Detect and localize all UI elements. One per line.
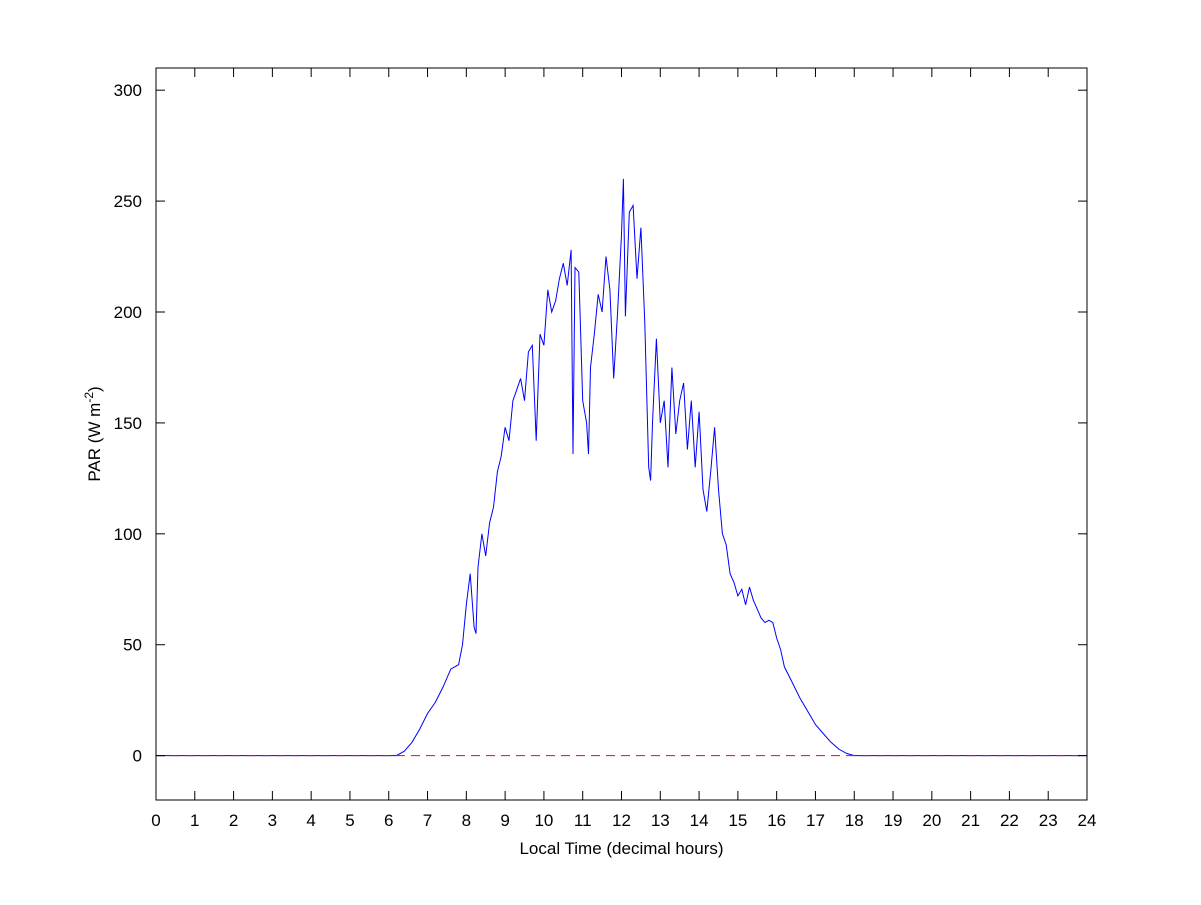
y-tick-label: 300	[114, 81, 142, 100]
y-axis: 0 50 100 150 200 250 300	[114, 81, 1087, 766]
x-tick-label: 3	[268, 811, 277, 830]
x-tick-label: 0	[151, 811, 160, 830]
x-tick-label: 6	[384, 811, 393, 830]
y-tick-label: 100	[114, 525, 142, 544]
x-tick-label: 24	[1078, 811, 1097, 830]
axes-box	[155, 67, 1088, 801]
x-tick-label: 23	[1039, 811, 1058, 830]
x-tick-label: 21	[961, 811, 980, 830]
x-tick-label: 8	[462, 811, 471, 830]
x-tick-label: 17	[806, 811, 825, 830]
x-tick-label: 9	[500, 811, 509, 830]
x-axis-label: Local Time (decimal hours)	[519, 839, 723, 858]
y-tick-label: 0	[133, 747, 142, 766]
y-axis-label: PAR (W m-2)	[82, 386, 104, 481]
x-tick-label: 11	[574, 811, 592, 830]
y-axis-label-close: )	[85, 386, 104, 392]
x-axis: 0 1 2 3 4 5 6 7 8 9 10 11 12 13 14 15 16 17 18 19 20 21 22 23 24	[151, 68, 1096, 830]
x-tick-label: 18	[845, 811, 864, 830]
x-tick-label: 14	[690, 811, 709, 830]
x-tick-label: 22	[1000, 811, 1019, 830]
x-tick-label: 7	[423, 811, 432, 830]
x-tick-label: 19	[884, 811, 903, 830]
x-tick-label: 15	[728, 811, 747, 830]
par-series-line	[156, 178, 1087, 757]
x-tick-label: 12	[612, 811, 631, 830]
zero-reference-layer	[156, 178, 1087, 757]
y-axis-label-main: PAR (W m	[85, 403, 104, 482]
x-tick-label: 5	[345, 811, 354, 830]
x-tick-label: 13	[651, 811, 670, 830]
x-tick-label: 4	[306, 811, 315, 830]
x-tick-label: 2	[229, 811, 238, 830]
x-tick-label: 20	[922, 811, 941, 830]
y-tick-label: 150	[114, 414, 142, 433]
x-tick-label: 1	[190, 811, 199, 830]
y-axis-label-superscript: -2	[82, 392, 96, 403]
y-tick-label: 200	[114, 303, 142, 322]
x-tick-label: 16	[767, 811, 786, 830]
x-tick-label: 10	[534, 811, 553, 830]
y-tick-label: 250	[114, 192, 142, 211]
y-tick-label: 50	[123, 636, 142, 655]
